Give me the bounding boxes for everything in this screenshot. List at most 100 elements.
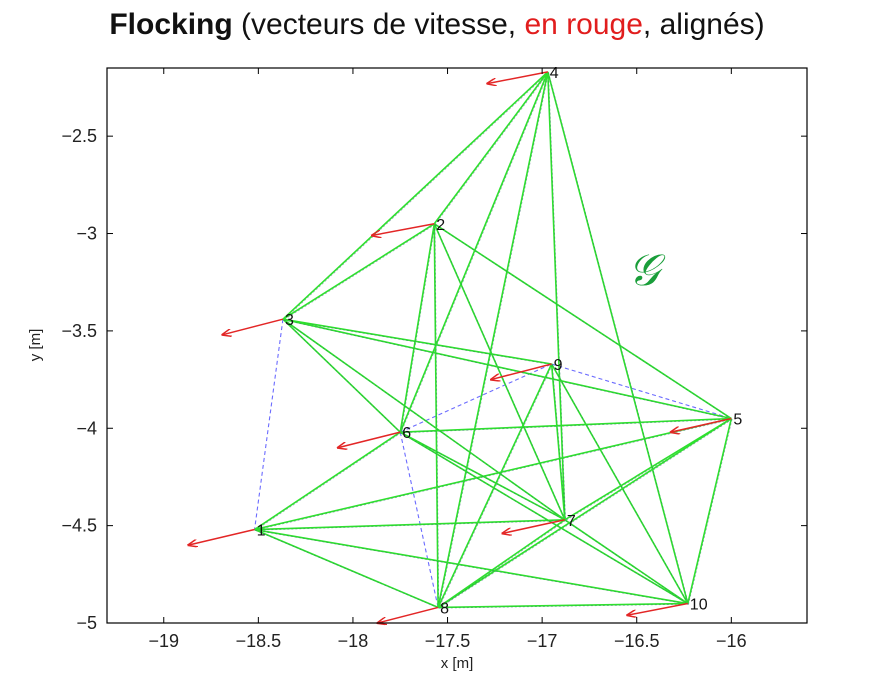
node-label-10: 10 — [690, 597, 708, 614]
graph-edge-trace-5-1 — [255, 419, 733, 531]
node-label-4: 4 — [550, 65, 559, 82]
graph-edge-1-8 — [254, 528, 439, 609]
y-axis-label: y [m] — [27, 329, 44, 362]
graph-edge-1-7 — [254, 518, 565, 531]
title-part2: , alignés) — [642, 8, 765, 41]
graph-edge-trace-7-8 — [438, 520, 566, 609]
y-tick-label: −3.5 — [61, 321, 97, 341]
graph-edge-trace-3-5 — [283, 319, 733, 420]
graph-edge-trace-7-10 — [565, 520, 689, 605]
x-tick-label: −16.5 — [614, 631, 660, 651]
graph-edge-5-8 — [437, 417, 732, 609]
plot-frame — [106, 67, 808, 624]
graph-edge-4-7 — [547, 71, 566, 520]
graph-edge-2-6 — [399, 223, 436, 433]
graph-edge-3-5 — [282, 318, 732, 420]
x-tick-label: −18 — [338, 631, 369, 651]
graph-edge-4-10 — [547, 71, 689, 604]
x-tick-label: −18.5 — [236, 631, 282, 651]
node-labels-layer: 1 2 3 4 5 6 7 8 9 10 — [257, 65, 743, 618]
graph-edge-8-10 — [438, 602, 688, 609]
node-label-3: 3 — [285, 312, 294, 329]
graph-edge-trace-2-3 — [283, 224, 436, 321]
graph-symbol: 𝒢 — [628, 245, 666, 296]
graph-edge-trace-3-7 — [283, 319, 566, 521]
title-red: en rouge — [524, 8, 643, 41]
graph-edge-trace-6-1 — [255, 432, 402, 531]
graph-edge-7-8 — [437, 519, 566, 609]
y-tick-label: −5 — [76, 613, 97, 633]
y-tick-label: −4.5 — [61, 516, 97, 536]
x-tick-label: −17 — [527, 631, 558, 651]
graph-edge-1-10 — [254, 528, 688, 605]
node-label-6: 6 — [402, 425, 411, 442]
graph-edge-2-8 — [433, 223, 439, 608]
x-axis-label: x [m] — [441, 655, 474, 672]
graph-edge-trace-5-6 — [401, 419, 733, 434]
title-part1: (vecteurs de vitesse, — [232, 8, 525, 41]
graph-edge-3-9 — [282, 318, 552, 365]
x-tick-label: −16 — [716, 631, 747, 651]
velocity-arrow-1 — [188, 528, 255, 546]
y-tick-label: −2.5 — [61, 126, 97, 146]
graph-edge-4-2 — [433, 71, 549, 225]
node-label-1: 1 — [257, 523, 266, 540]
graph-edge-trace-4-3 — [283, 72, 549, 321]
graph-edge-trace-1-8 — [255, 530, 439, 609]
graph-edge-trace-2-5 — [434, 224, 733, 420]
node-label-7: 7 — [567, 513, 576, 530]
graph-edge-4-8 — [437, 71, 549, 608]
x-tick-label: −17.5 — [425, 631, 471, 651]
graph-edge-trace-4-7 — [548, 72, 566, 521]
velocity-arrow-8 — [378, 606, 439, 623]
graph-edge-5-10 — [687, 418, 733, 604]
graph-edge-2-7 — [433, 223, 566, 521]
graph-edge-trace-9-8 — [438, 364, 553, 609]
graph-edge-trace-6-7 — [400, 432, 566, 521]
graph-edge-trace-3-6 — [283, 319, 402, 434]
graph-edge-trace-5-10 — [688, 419, 733, 605]
velocity-arrow-9 — [491, 363, 552, 380]
graph-edge-2-3 — [282, 223, 435, 320]
node-label-9: 9 — [554, 357, 563, 374]
graph-edge-6-1 — [254, 431, 401, 531]
graph-edge-4-6 — [399, 71, 549, 433]
figure-title: Flocking (vecteurs de vitesse, en rouge,… — [0, 8, 874, 42]
graph-edge-dashed-3-1 — [254, 319, 284, 530]
edges-layer — [254, 71, 733, 609]
graph-edge-4-3 — [282, 71, 549, 320]
graph-edge-5-1 — [254, 417, 732, 531]
velocity-arrow-5 — [671, 417, 732, 433]
graph-edge-trace-4-8 — [438, 72, 549, 609]
graph-edge-5-7 — [564, 417, 732, 521]
node-label-2: 2 — [436, 217, 445, 234]
velocity-arrow-4 — [487, 71, 548, 84]
x-tick-label: −19 — [148, 631, 179, 651]
graph-edge-dashed-6-8 — [399, 432, 439, 608]
graph-edge-trace-2-7 — [434, 224, 566, 521]
velocity-arrow-3 — [222, 318, 284, 335]
graph-edge-trace-3-9 — [283, 319, 553, 366]
velocity-arrow-6 — [338, 431, 401, 448]
node-label-5: 5 — [733, 412, 742, 429]
velocity-arrow-10 — [627, 602, 688, 616]
velocity-arrows-layer — [188, 71, 732, 623]
y-tick-label: −3 — [76, 224, 97, 244]
velocity-arrow-7 — [502, 519, 565, 534]
graph-edge-9-7 — [550, 363, 566, 520]
graph-edge-trace-8-10 — [438, 604, 689, 609]
graph-edge-trace-9-10 — [552, 364, 689, 605]
graph-edge-6-7 — [399, 431, 566, 521]
graph-edge-trace-4-6 — [400, 72, 549, 434]
graph-edge-trace-1-7 — [255, 520, 566, 531]
graph-edge-dashed-9-5 — [551, 363, 732, 420]
graph-edge-trace-1-10 — [255, 530, 689, 605]
y-tick-label: −4 — [76, 418, 97, 438]
node-label-8: 8 — [440, 600, 449, 617]
title-bold: Flocking — [109, 8, 233, 41]
graph-edge-trace-2-6 — [400, 224, 436, 434]
graph-edge-5-6 — [400, 417, 732, 433]
ticks-layer: −19 −18.5 −18 −17.5 −17 −16.5 −16 −2.5 −3 −3.5 −4 −… — [61, 68, 807, 651]
graph-edge-9-8 — [437, 363, 553, 608]
